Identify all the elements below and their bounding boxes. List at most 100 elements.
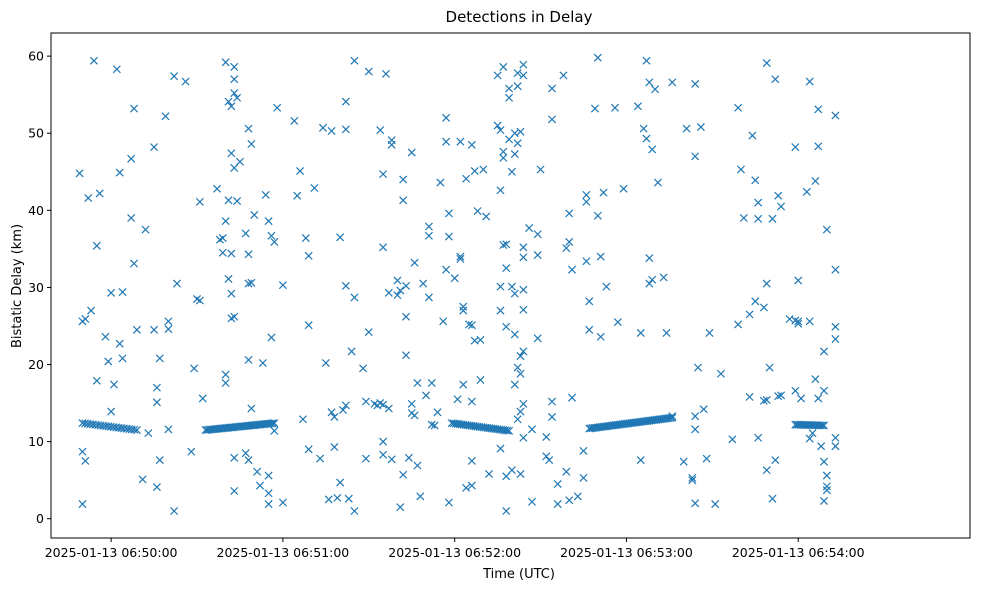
x-tick-label: 2025-01-13 06:54:00 (732, 545, 865, 560)
data-point (533, 230, 542, 239)
data-point (716, 369, 725, 378)
data-point (224, 274, 233, 283)
data-point (559, 71, 568, 80)
data-point (464, 320, 474, 329)
data-point (439, 317, 448, 326)
data-point (278, 498, 287, 507)
data-point (456, 137, 465, 146)
data-point (582, 257, 591, 266)
data-point (170, 506, 179, 516)
data-point (293, 191, 302, 200)
data-point (762, 466, 771, 475)
data-point (527, 497, 536, 506)
data-point (338, 405, 348, 415)
data-point (510, 150, 519, 159)
data-point (619, 184, 628, 193)
data-point (224, 196, 233, 205)
data-point (195, 296, 204, 305)
data-point (327, 126, 336, 135)
chart-title: Detections in Delay (446, 8, 593, 26)
y-tick-label: 30 (28, 280, 44, 295)
data-point (132, 325, 141, 334)
data-point (118, 288, 127, 297)
data-point (467, 456, 476, 465)
data-point (132, 426, 141, 435)
data-point (430, 421, 439, 430)
data-point (427, 420, 436, 429)
data-point (645, 279, 654, 288)
data-point (507, 282, 516, 291)
data-point (304, 321, 313, 330)
data-point (155, 456, 164, 465)
data-point (144, 429, 153, 438)
data-point (350, 56, 359, 65)
data-point (745, 392, 754, 401)
data-point (519, 433, 528, 442)
data-point (791, 143, 800, 152)
data-point (258, 358, 267, 368)
data-point (765, 363, 774, 372)
data-point (688, 473, 697, 482)
data-point (751, 176, 760, 185)
data-point (264, 500, 273, 509)
data-point (107, 288, 116, 297)
data-point (270, 419, 279, 428)
data-point (659, 273, 668, 282)
data-point (138, 475, 147, 484)
data-point (734, 320, 743, 329)
data-point (602, 282, 611, 291)
data-point (384, 288, 393, 297)
data-point (213, 184, 222, 193)
data-point (768, 214, 777, 223)
data-point (736, 165, 745, 174)
data-point (699, 405, 708, 414)
data-point (762, 395, 771, 405)
data-point (379, 243, 388, 252)
data-point (190, 364, 199, 373)
data-point (777, 202, 786, 211)
data-point (754, 214, 763, 223)
data-point (341, 281, 350, 290)
y-tick-label: 10 (28, 434, 44, 449)
data-point (459, 306, 468, 315)
data-point (794, 319, 803, 328)
data-point (359, 364, 368, 373)
data-point (230, 312, 239, 321)
y-axis: 0 10 20 30 40 50 60 (28, 49, 51, 526)
data-point (814, 394, 823, 403)
data-point (78, 447, 87, 456)
data-point (831, 322, 840, 331)
data-point (754, 198, 763, 207)
data-point (181, 77, 190, 86)
data-point (691, 152, 700, 161)
x-axis: 2025-01-13 06:50:00 2025-01-13 06:51:00 20… (45, 538, 865, 560)
data-point (396, 503, 405, 512)
data-point (693, 363, 703, 372)
data-point (568, 265, 577, 274)
data-point (92, 376, 101, 385)
data-point (547, 115, 557, 124)
data-point (195, 197, 204, 206)
data-point (585, 325, 594, 334)
data-point (218, 234, 227, 243)
data-point (496, 186, 505, 195)
data-point (819, 347, 829, 356)
data-point (516, 369, 525, 378)
data-point (467, 397, 476, 406)
data-point (264, 489, 273, 498)
data-point (751, 297, 760, 306)
data-point (819, 457, 829, 466)
data-point (233, 197, 242, 206)
data-point (127, 214, 136, 223)
data-point (107, 407, 116, 416)
data-point (376, 126, 385, 135)
data-point (547, 397, 557, 406)
data-point (164, 325, 173, 334)
data-point (467, 140, 476, 149)
data-point (502, 264, 511, 273)
data-point (453, 395, 462, 404)
data-point (270, 426, 279, 435)
data-point (519, 305, 528, 314)
data-point (502, 240, 511, 249)
data-point (519, 253, 528, 262)
